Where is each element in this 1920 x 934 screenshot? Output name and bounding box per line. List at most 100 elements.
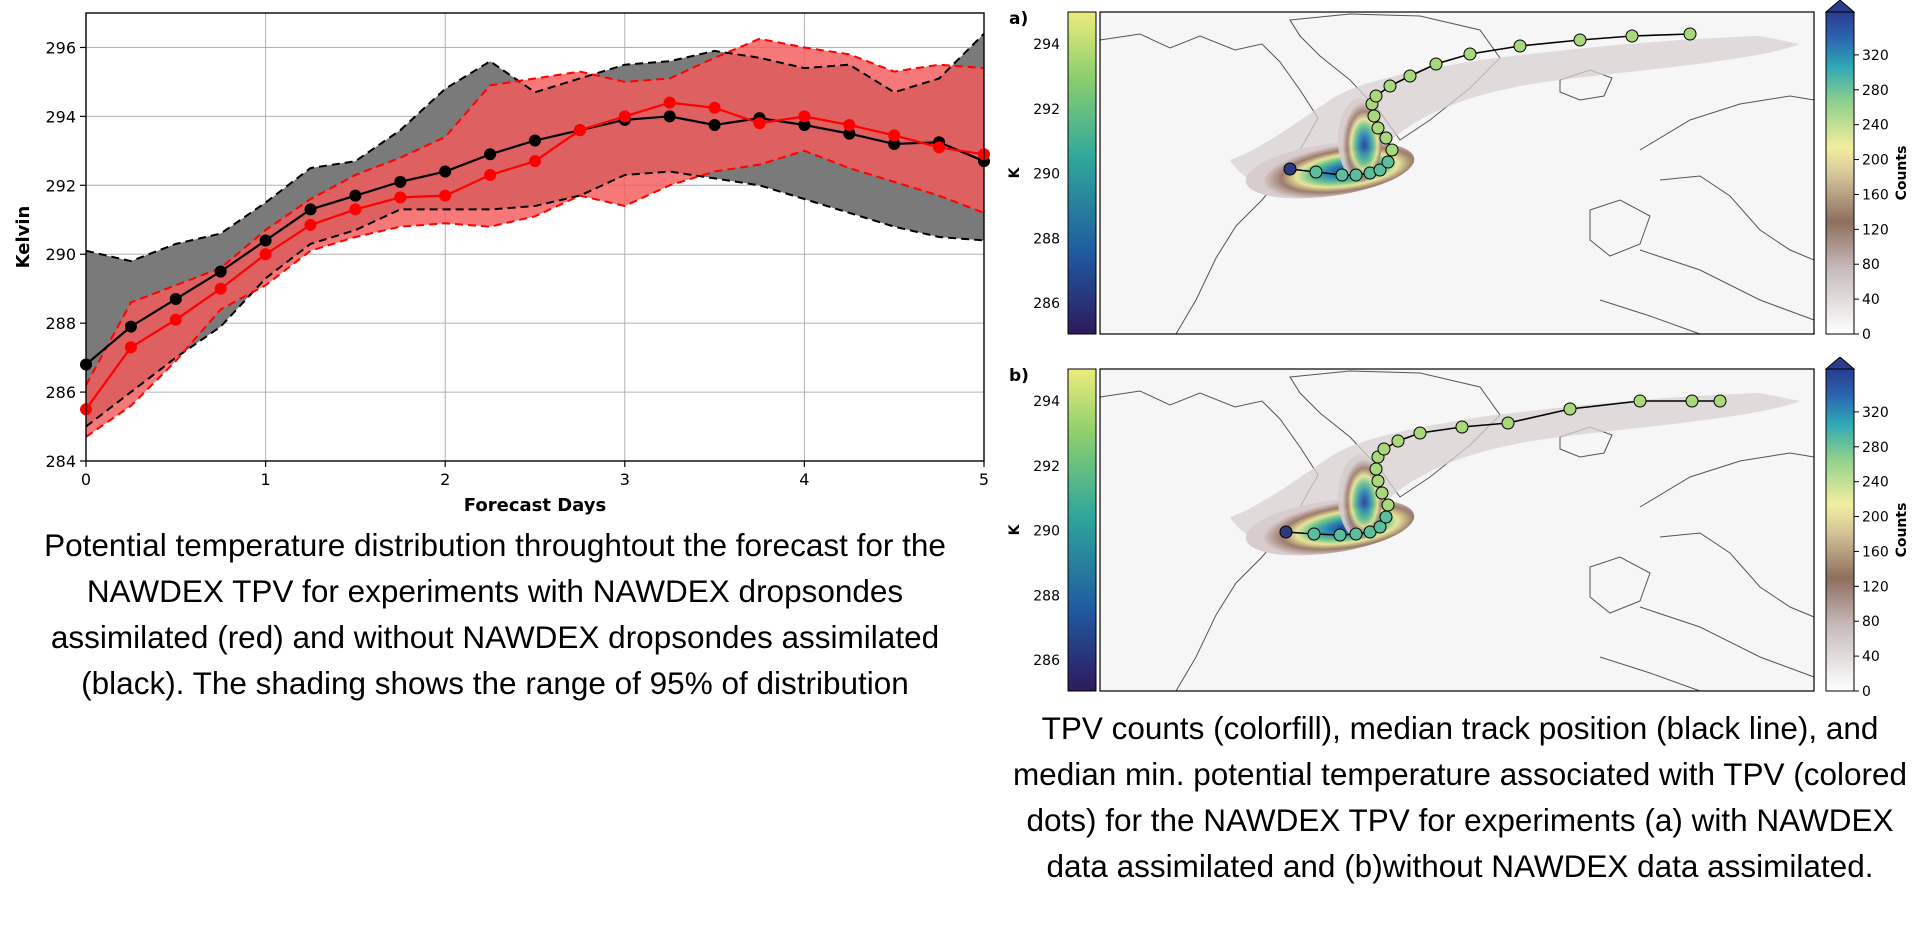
counts-tick-label: 240 [1862, 118, 1889, 134]
coastline [1599, 249, 1815, 335]
y-tick-label: 296 [45, 38, 76, 57]
track-point [1381, 498, 1395, 512]
plot-frame [85, 12, 985, 462]
coastline [1289, 13, 1501, 141]
track-point [1633, 394, 1647, 408]
track-point [1385, 143, 1399, 157]
y-tick-label: 288 [45, 314, 76, 333]
track-point [1373, 520, 1387, 534]
track-point [1513, 39, 1527, 53]
x-tick-label: 5 [979, 470, 989, 489]
line-chart: 0 1 2 3 4 5 284 286 288 290 292 294 296 Forecast Days… [13, 12, 990, 516]
track-point [1413, 426, 1427, 440]
track-point [1713, 394, 1727, 408]
track-point [1685, 394, 1699, 408]
range-band-1 [86, 38, 984, 437]
k-tick-label: 286 [1033, 653, 1060, 669]
counts-tick-label: 0 [1862, 684, 1871, 700]
k-tick-label: 292 [1033, 459, 1060, 475]
x-tick-label: 4 [799, 470, 809, 489]
counts-tick-label: 160 [1862, 187, 1889, 203]
caption-right: TPV counts (colorfill), median track pos… [1012, 710, 1908, 884]
range-lower-0 [85, 170, 985, 428]
data-point-1 [618, 110, 631, 123]
range-lower-1 [85, 149, 985, 438]
k-colorbar-label: K [1007, 166, 1023, 178]
data-point-1 [304, 218, 317, 231]
coastline [1289, 370, 1501, 498]
x-axis-label: Forecast Days [464, 495, 606, 516]
data-point-0 [484, 148, 497, 161]
track-point [1335, 168, 1349, 182]
data-point-1 [529, 155, 541, 168]
track-point [1369, 89, 1383, 103]
counts-tick-label: 200 [1862, 510, 1889, 526]
track-point [1379, 131, 1393, 145]
y-axis-label: Kelvin [13, 206, 34, 269]
data-point-0 [888, 137, 901, 150]
coastline [1589, 556, 1651, 614]
k-colorbar [1067, 11, 1097, 335]
track-point [1371, 474, 1385, 488]
counts-extend-arrow [1824, 0, 1856, 13]
range-upper-0 [85, 32, 985, 263]
counts-arm [1338, 455, 1382, 539]
track-point [1373, 163, 1387, 177]
data-point-1 [573, 124, 586, 137]
k-colorbar [1067, 368, 1097, 692]
counts-tick-label: 280 [1862, 83, 1889, 99]
data-point-0 [394, 175, 407, 188]
counts-tick-label: 120 [1862, 579, 1889, 595]
data-point-0 [304, 203, 317, 216]
counts-colorbar [1825, 368, 1855, 692]
track-map-a: 286 288 290 292 294 K 0 40 80 120 160 200 240 280 320 C… [1007, 0, 1910, 343]
x-tick-label: 3 [620, 470, 630, 489]
track-point [1279, 525, 1293, 539]
track-point [1377, 442, 1391, 456]
track-point [1573, 33, 1587, 47]
counts-tick-label: 80 [1862, 614, 1880, 630]
x-tick-label: 0 [81, 470, 91, 489]
counts-tick-label: 200 [1862, 153, 1889, 169]
counts-tick-label: 280 [1862, 440, 1889, 456]
track-point [1369, 462, 1383, 476]
data-point-1 [843, 119, 856, 131]
track-map-b: 286 288 290 292 294 K 0 40 80 120 160 200 240 280 320 C… [1007, 357, 1910, 700]
counts-tick-label: 320 [1862, 405, 1889, 421]
x-tick-label: 2 [440, 470, 450, 489]
range-upper-1 [85, 37, 985, 386]
track-point [1307, 527, 1321, 541]
track-point [1333, 528, 1347, 542]
track-point [1563, 402, 1577, 416]
coastline [1099, 390, 1319, 692]
data-point-1 [214, 282, 227, 295]
track-point [1367, 109, 1381, 123]
data-point-0 [169, 293, 182, 306]
track-point [1501, 416, 1515, 430]
track-point [1349, 168, 1363, 182]
track-point [1683, 27, 1697, 41]
data-point-1 [708, 101, 721, 114]
k-tick-label: 288 [1033, 588, 1060, 604]
counts-extend-arrow [1824, 357, 1856, 370]
data-point-0 [529, 134, 541, 147]
data-point-0 [214, 265, 227, 278]
counts-tick-label: 160 [1862, 544, 1889, 560]
coastline [1599, 606, 1815, 692]
track-point [1349, 527, 1363, 541]
track-point [1371, 121, 1385, 135]
data-point-1 [663, 96, 676, 109]
track-point [1391, 434, 1405, 448]
track-point [1383, 79, 1397, 93]
counts-tick-label: 40 [1862, 649, 1880, 665]
y-tick-label: 294 [45, 107, 76, 126]
panel-label: b) [1009, 366, 1029, 386]
data-point-1 [798, 110, 811, 123]
track-point [1379, 510, 1393, 524]
x-tick-label: 1 [261, 470, 271, 489]
counts-tick-label: 40 [1862, 292, 1880, 308]
k-tick-label: 292 [1033, 102, 1060, 118]
y-tick-label: 286 [45, 383, 76, 402]
track-point [1455, 420, 1469, 434]
coastline [1639, 452, 1815, 618]
